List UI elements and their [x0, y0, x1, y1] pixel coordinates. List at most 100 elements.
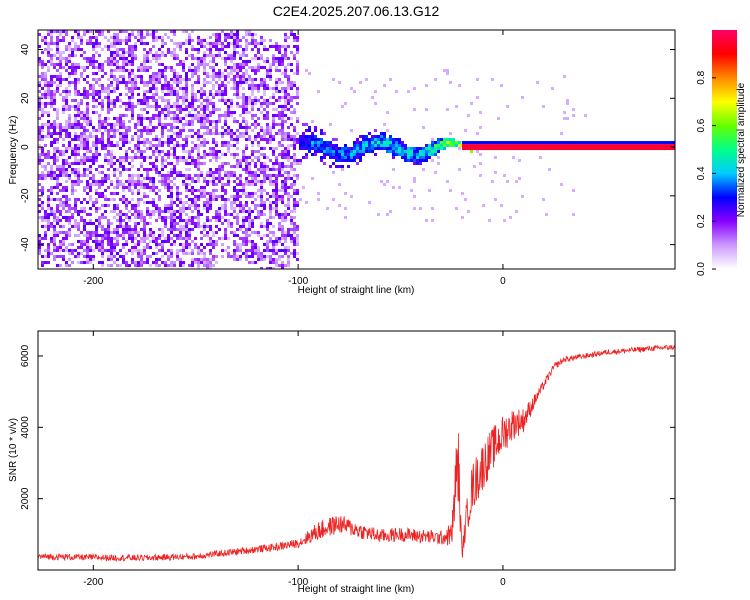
- spectrogram-cell: [77, 138, 80, 141]
- spectrogram-cell: [380, 180, 383, 183]
- spectrogram-cell: [182, 237, 185, 240]
- spectrogram-cell: [224, 129, 227, 132]
- spectrogram-cell: [272, 123, 275, 126]
- spectrogram-cell: [146, 237, 149, 240]
- spectrogram-cell: [104, 204, 107, 207]
- spectrogram-cell: [239, 201, 242, 204]
- spectrogram-cell: [440, 138, 443, 141]
- spectrogram-cell: [137, 141, 140, 144]
- spectrogram-cell: [77, 180, 80, 183]
- spectrogram-cell: [179, 129, 182, 132]
- spectrogram-cell: [239, 243, 242, 246]
- spectrogram-cell: [143, 150, 146, 153]
- spectrogram-cell: [194, 243, 197, 246]
- spectrogram-cell: [269, 135, 272, 138]
- spectrogram-cell: [257, 195, 260, 198]
- spectrogram-cell: [305, 141, 308, 144]
- spectrogram-cell: [83, 120, 86, 123]
- spectrogram-cell: [212, 153, 215, 156]
- spectrogram-cell: [386, 138, 389, 141]
- spectrogram-cell: [113, 42, 116, 45]
- spectrogram-cell: [248, 60, 251, 63]
- spectrogram-cell: [188, 153, 191, 156]
- spectrogram-cell: [170, 192, 173, 195]
- spectrogram-cell: [224, 51, 227, 54]
- spectrogram-cell: [278, 198, 281, 201]
- spectrogram-cell: [236, 213, 239, 216]
- spectrogram-cell: [311, 153, 314, 156]
- spectrogram-cell: [227, 54, 230, 57]
- spectrogram-cell: [134, 48, 137, 51]
- spectrogram-cell: [221, 135, 224, 138]
- spectrogram-cell: [296, 36, 299, 39]
- spectrogram-cell: [203, 132, 206, 135]
- spectrogram-cell: [221, 30, 224, 33]
- spectrogram-cell: [239, 135, 242, 138]
- spectrogram-cell: [260, 171, 263, 174]
- spectrogram-cell: [239, 105, 242, 108]
- spectrogram-cell: [269, 75, 272, 78]
- spectrogram-cell: [248, 162, 251, 165]
- spectrogram-cell: [434, 171, 437, 174]
- spectrogram-cell: [167, 111, 170, 114]
- spectrogram-cell: [212, 93, 215, 96]
- spectrogram-cell: [98, 96, 101, 99]
- spectrogram-cell: [140, 63, 143, 66]
- spectrogram-cell: [341, 165, 344, 168]
- spectrogram-cell: [146, 129, 149, 132]
- spectrogram-cell: [173, 105, 176, 108]
- spectrogram-cell: [47, 120, 50, 123]
- spectrogram-cell: [197, 165, 200, 168]
- snr-series-line: [38, 344, 675, 563]
- spectrogram-cell: [242, 216, 245, 219]
- spectrogram-cell: [170, 219, 173, 222]
- spectrogram-cell: [122, 138, 125, 141]
- spectrogram-cell: [389, 147, 392, 150]
- spectrogram-cell: [374, 144, 377, 147]
- spectrogram-cell: [80, 111, 83, 114]
- spectrogram-cell: [377, 213, 380, 216]
- spectrogram-cell: [143, 42, 146, 45]
- spectrogram-cell: [203, 81, 206, 84]
- spectrogram-cell: [230, 201, 233, 204]
- spectrogram-cell: [116, 180, 119, 183]
- spectrogram-cell: [95, 30, 98, 33]
- spectrogram-cell: [119, 135, 122, 138]
- spectrogram-cell: [107, 39, 110, 42]
- spectrogram-cell: [56, 174, 59, 177]
- spectrogram-cell: [251, 159, 254, 162]
- spectrogram-cell: [206, 63, 209, 66]
- spectrogram-cell: [209, 111, 212, 114]
- spectrogram-cell: [170, 174, 173, 177]
- spectrogram-cell: [377, 138, 380, 141]
- spectrogram-cell: [170, 204, 173, 207]
- spectrogram-cell: [176, 189, 179, 192]
- spectrogram-cell: [74, 48, 77, 51]
- spectrogram-cell: [320, 129, 323, 132]
- spectrogram-cell: [287, 126, 290, 129]
- spectrogram-cell: [62, 240, 65, 243]
- spectrogram-cell: [125, 135, 128, 138]
- spectrogram-cell: [182, 144, 185, 147]
- spectrogram-cell: [53, 42, 56, 45]
- spectrogram-cell: [89, 246, 92, 249]
- spectrogram-cell: [44, 261, 47, 264]
- spectrogram-cell: [176, 42, 179, 45]
- spectrogram-cell: [53, 138, 56, 141]
- spectrogram-cell: [71, 51, 74, 54]
- spectrogram-cell: [131, 51, 134, 54]
- spectrogram-cell: [215, 42, 218, 45]
- spectrogram-cell: [170, 213, 173, 216]
- spectrogram-cell: [239, 81, 242, 84]
- spectrogram-cell: [86, 120, 89, 123]
- spectrogram-cell: [119, 117, 122, 120]
- spectrogram-cell: [137, 183, 140, 186]
- spectrogram-cell: [188, 246, 191, 249]
- spectrogram-cell: [185, 96, 188, 99]
- spectrogram-cell: [44, 105, 47, 108]
- spectrogram-cell: [155, 264, 158, 267]
- spectrogram-cell: [200, 108, 203, 111]
- spectrogram-cell: [83, 189, 86, 192]
- spectrogram-cell: [206, 153, 209, 156]
- spectrogram-cell: [59, 75, 62, 78]
